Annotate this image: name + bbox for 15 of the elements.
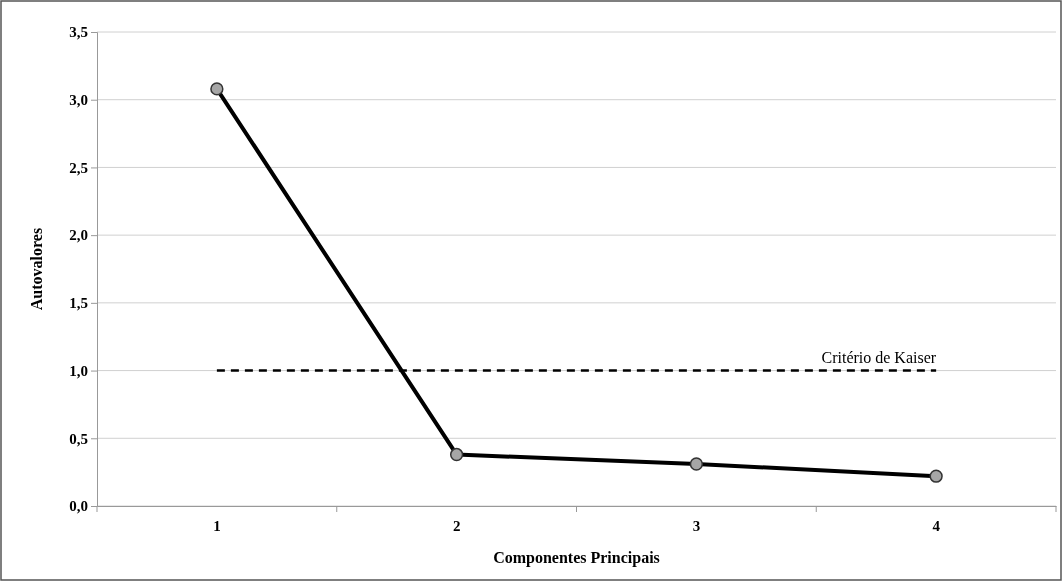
y-tick-label: 2,0 [69, 227, 88, 244]
x-tick-label: 3 [692, 517, 701, 534]
y-tick-label: 3,0 [69, 92, 88, 109]
y-axis-title: Autovalores [28, 227, 45, 311]
y-tick-label: 1,0 [69, 362, 88, 379]
x-tick-label: 2 [452, 517, 461, 534]
y-tick-label: 3,5 [69, 24, 88, 41]
x-tick-label: 4 [932, 517, 941, 534]
y-tick-label: 0,5 [69, 430, 88, 447]
x-axis-title: Componentes Principais [493, 549, 660, 567]
ref-line-label: Critério de Kaiser [821, 348, 937, 366]
x-tick-label: 1 [213, 517, 221, 534]
y-tick-label: 0,0 [69, 498, 88, 515]
y-tick-label: 2,5 [69, 159, 88, 176]
y-tick-label: 1,5 [69, 295, 88, 312]
